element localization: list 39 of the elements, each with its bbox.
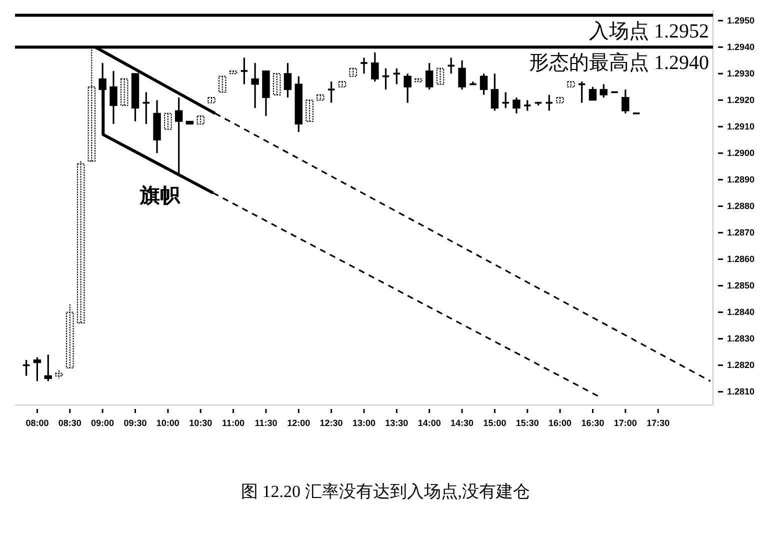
x-tick-label: 12:00 xyxy=(287,418,310,428)
ref-line-label: 形态的最高点 1.2940 xyxy=(529,51,709,74)
x-tick-label: 11:00 xyxy=(222,418,245,428)
x-tick-label: 12:30 xyxy=(320,418,343,428)
y-tick-label: 1.2870 xyxy=(727,228,755,238)
y-tick-label: 1.2850 xyxy=(727,280,755,291)
annotation: 旗帜 xyxy=(139,184,181,207)
x-tick-label: 09:00 xyxy=(91,418,114,428)
x-tick-label: 11:30 xyxy=(254,418,278,428)
y-tick-label: 1.2950 xyxy=(727,16,755,26)
x-tick-label: 08:00 xyxy=(26,418,49,428)
y-tick-label: 1.2840 xyxy=(727,307,755,318)
y-tick-label: 1.2900 xyxy=(727,148,755,158)
x-tick-label: 10:00 xyxy=(156,418,180,428)
x-tick-label: 17:00 xyxy=(614,418,637,428)
y-tick-label: 1.2820 xyxy=(727,360,755,370)
x-tick-label: 14:30 xyxy=(450,418,474,428)
ref-line-label: 入场点 1.2952 xyxy=(589,20,709,42)
y-tick-label: 1.2880 xyxy=(727,201,755,212)
x-tick-label: 16:00 xyxy=(548,418,572,428)
x-tick-label: 10:30 xyxy=(189,418,212,428)
x-tick-label: 16:30 xyxy=(581,418,604,428)
caption: 图 12.20 汇率没有达到入场点,没有建仓 xyxy=(241,482,530,501)
x-tick-label: 14:00 xyxy=(418,418,441,428)
y-tick-label: 1.2890 xyxy=(727,174,755,185)
y-tick-label: 1.2860 xyxy=(727,254,755,264)
x-tick-label: 15:30 xyxy=(516,418,539,428)
y-tick-label: 1.2830 xyxy=(727,334,755,344)
y-tick-label: 1.2910 xyxy=(727,122,755,132)
y-tick-label: 1.2920 xyxy=(727,95,755,106)
y-tick-label: 1.2930 xyxy=(727,68,755,79)
x-tick-label: 15:00 xyxy=(483,418,506,428)
x-tick-label: 13:30 xyxy=(385,418,408,428)
x-tick-label: 09:30 xyxy=(124,418,147,428)
x-tick-label: 08:30 xyxy=(58,418,82,428)
x-tick-label: 17:30 xyxy=(646,418,670,428)
x-tick-label: 13:00 xyxy=(352,418,376,428)
y-tick-label: 1.2810 xyxy=(727,386,755,397)
y-tick-label: 1.2940 xyxy=(727,42,755,52)
